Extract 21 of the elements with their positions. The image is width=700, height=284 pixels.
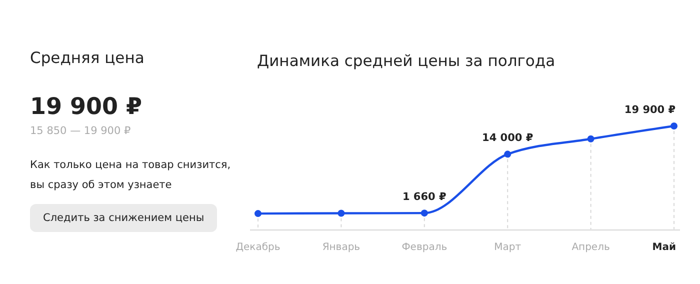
x-tick-label: Декабрь <box>236 242 280 253</box>
point <box>587 135 594 142</box>
annotation: Как только цена на товар снизится, вы сразу об этом узнаете <box>30 158 232 193</box>
text: 15 850 — 19 900 ₽ <box>30 125 132 137</box>
point <box>670 122 678 130</box>
x-tick-label: Март <box>494 242 522 253</box>
data-label: 1 660 ₽ <box>402 191 446 204</box>
follow-button[interactable]: Следить за снижением цены <box>30 204 218 232</box>
text: 19 900 ₽ <box>30 93 144 122</box>
point <box>420 210 428 217</box>
text: Средняя цена <box>30 48 146 69</box>
data-label: 14 000 ₽ <box>482 132 534 144</box>
x-tick-label: Февраль <box>402 242 448 253</box>
point <box>254 210 262 218</box>
point <box>338 210 345 217</box>
x-tick-label: Май <box>652 242 676 253</box>
chart-title: Динамика средней цены за полгода <box>257 52 556 70</box>
point <box>504 150 512 158</box>
x-tick-label: Апрель <box>572 242 610 253</box>
data-label: 19 900 ₽ <box>624 104 676 116</box>
x-tick-label: Январь <box>322 242 360 253</box>
